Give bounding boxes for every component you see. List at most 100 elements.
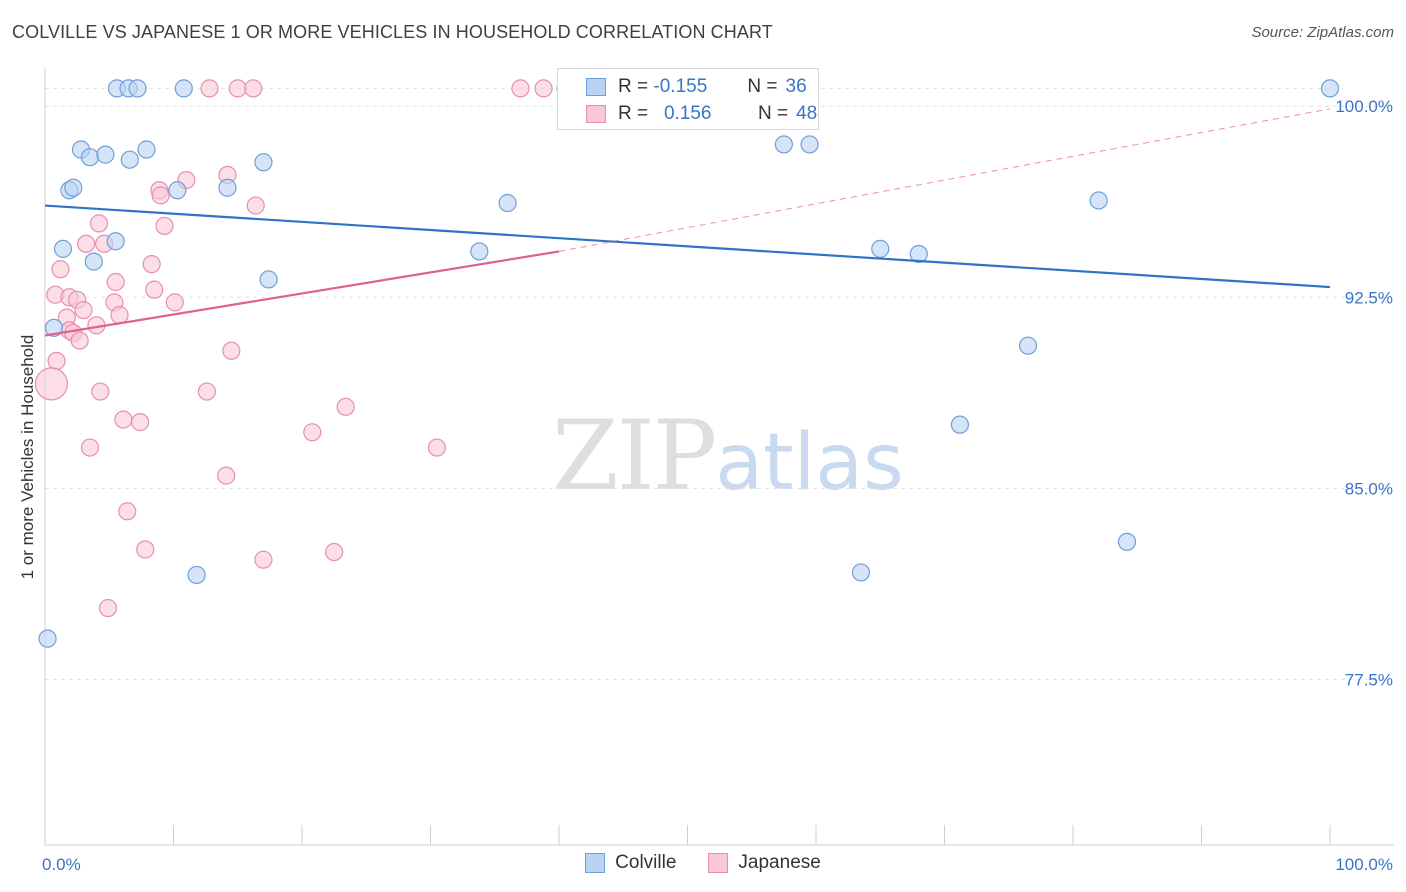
japanese-point: [303, 423, 322, 442]
colville-point: [470, 242, 489, 261]
colville-point: [84, 252, 103, 271]
watermark-atlas: atlas: [715, 418, 904, 508]
japanese-trend-line: [558, 108, 1331, 252]
x-tick-label: 100.0%: [1335, 855, 1393, 874]
japanese-point: [80, 438, 100, 457]
r-value: -0.155: [653, 76, 708, 97]
colville-point: [1089, 191, 1108, 210]
japanese-point: [427, 438, 447, 457]
watermark-zip: ZIP: [552, 400, 717, 512]
colville-point: [1018, 336, 1038, 355]
japanese-point: [136, 540, 155, 559]
colville-point: [800, 135, 819, 154]
japanese-point: [244, 79, 263, 98]
legend-item-japanese[interactable]: Japanese: [708, 852, 821, 874]
japanese-point: [89, 214, 109, 233]
japanese-point: [217, 466, 236, 485]
n-value: 48: [796, 103, 818, 124]
legend-label: Colville: [615, 852, 677, 873]
colville-point: [80, 148, 100, 167]
source-label: Source: ZipAtlas.com: [1251, 24, 1394, 41]
series-legend: Colville Japanese: [0, 852, 1406, 874]
japanese-point: [534, 79, 553, 98]
japanese-point: [130, 413, 150, 432]
colville-swatch: [586, 78, 606, 96]
japanese-point: [511, 79, 530, 98]
colville-point: [128, 79, 147, 98]
japanese-point: [110, 306, 129, 325]
colville-point: [871, 239, 890, 258]
japanese-point: [254, 550, 273, 569]
colville-point: [168, 181, 187, 200]
legend-row-japanese: R = 0.156 N = 48: [558, 101, 817, 127]
japanese-point: [70, 331, 89, 350]
japanese-point: [47, 351, 66, 371]
n-label: N =: [757, 103, 789, 124]
x-tick-label: 0.0%: [42, 855, 81, 874]
legend-label: Japanese: [738, 852, 821, 873]
colville-swatch: [585, 853, 606, 873]
japanese-point: [51, 260, 70, 279]
r-label: R =: [618, 76, 649, 97]
colville-point: [218, 178, 237, 197]
colville-point: [120, 150, 139, 169]
japanese-point: [200, 79, 219, 98]
y-tick-label: 85.0%: [1345, 479, 1393, 498]
japanese-point: [222, 341, 241, 360]
colville-point: [774, 135, 793, 154]
colville-point: [254, 153, 273, 172]
r-value: 0.156: [663, 103, 712, 124]
japanese-point: [197, 382, 217, 401]
japanese-point: [228, 79, 247, 98]
japanese-point: [165, 293, 184, 312]
legend-row-colville: R = -0.155 N = 36: [558, 74, 807, 100]
japanese-point: [74, 300, 93, 320]
colville-point: [53, 239, 73, 258]
y-tick-label: 77.5%: [1345, 670, 1393, 689]
japanese-point: [106, 272, 125, 292]
japanese-point: [336, 397, 355, 416]
japanese-trend-line: [44, 250, 560, 337]
japanese-point: [91, 382, 110, 401]
japanese-point: [145, 280, 164, 299]
japanese-point: [34, 367, 69, 401]
colville-point: [498, 193, 517, 213]
colville-point: [38, 629, 57, 648]
y-tick-label: 92.5%: [1345, 288, 1393, 307]
japanese-point: [118, 502, 137, 521]
y-tick-label: 100.0%: [1335, 97, 1393, 116]
colville-point: [1320, 79, 1340, 98]
japanese-swatch: [586, 105, 606, 123]
y-axis-label: 1 or more Vehicles in Household: [18, 334, 37, 580]
colville-point: [187, 565, 206, 585]
colville-point: [44, 318, 64, 337]
japanese-point: [151, 186, 170, 205]
colville-trend-line: [44, 204, 1331, 289]
colville-point: [950, 415, 970, 434]
colville-point: [909, 244, 928, 264]
colville-point: [106, 232, 125, 251]
japanese-point: [98, 598, 118, 618]
japanese-point: [246, 196, 265, 215]
colville-point: [96, 145, 115, 164]
colville-point: [137, 140, 156, 159]
colville-point: [1117, 532, 1137, 551]
correlation-legend: R = -0.155 N = 36 R = 0.156 N = 48: [557, 68, 819, 130]
japanese-point: [114, 410, 133, 429]
watermark: ZIPatlas: [552, 400, 904, 512]
r-label: R =: [618, 103, 649, 124]
colville-point: [64, 178, 83, 197]
colville-point: [174, 79, 193, 98]
japanese-point: [155, 216, 174, 236]
japanese-point: [77, 234, 96, 253]
chart-title: COLVILLE VS JAPANESE 1 OR MORE VEHICLES …: [12, 22, 773, 42]
n-label: N =: [747, 76, 778, 97]
legend-item-colville[interactable]: Colville: [585, 852, 676, 874]
colville-point: [851, 563, 871, 582]
n-value: 36: [785, 76, 807, 97]
colville-point: [259, 270, 278, 289]
japanese-point: [325, 542, 344, 562]
japanese-swatch: [708, 853, 729, 873]
japanese-point: [142, 255, 161, 274]
